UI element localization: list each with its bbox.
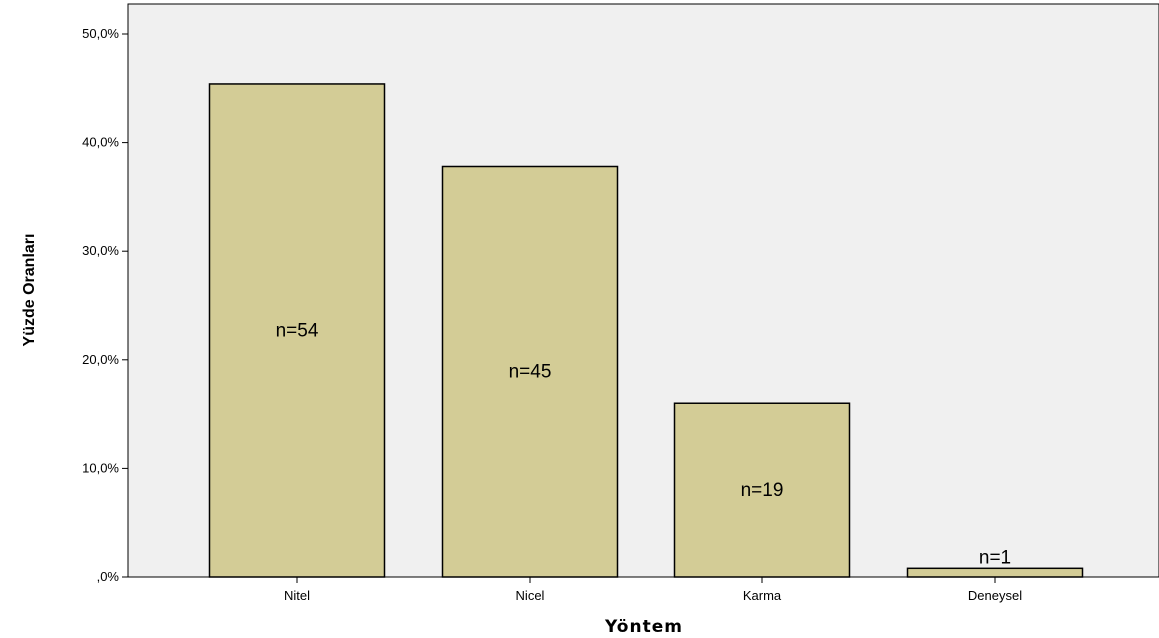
- y-axis-title: Yüzde Oranları: [21, 234, 38, 347]
- x-tick-label: Deneysel: [968, 588, 1022, 603]
- bar-count-label: n=54: [276, 320, 319, 341]
- x-axis-title: Yöntem: [604, 617, 683, 637]
- y-tick-label: 30,0%: [82, 243, 119, 258]
- x-tick-label: Karma: [743, 588, 782, 603]
- bar-count-label: n=1: [979, 547, 1011, 568]
- x-axis: Nitel Nicel Karma Deneysel: [284, 577, 1022, 603]
- bar-count-label: n=19: [741, 480, 784, 501]
- x-tick-label: Nitel: [284, 588, 310, 603]
- bar: [908, 568, 1083, 577]
- x-tick-label: Nicel: [516, 588, 545, 603]
- y-tick-label: 10,0%: [82, 460, 119, 475]
- y-axis: ,0% 10,0% 20,0% 30,0% 40,0% 50,0%: [82, 26, 128, 584]
- bar-count-label: n=45: [509, 362, 552, 383]
- y-tick-label: 20,0%: [82, 352, 119, 367]
- y-tick-label: 50,0%: [82, 26, 119, 41]
- y-tick-label: 40,0%: [82, 135, 119, 150]
- y-tick-label: ,0%: [97, 569, 120, 584]
